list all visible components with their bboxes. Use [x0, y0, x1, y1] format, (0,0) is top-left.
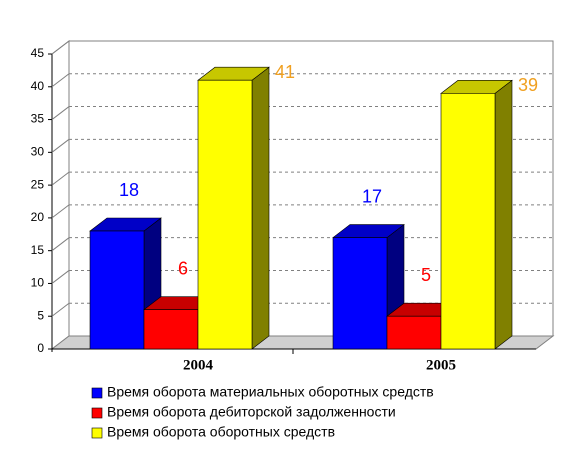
y-tick-label: 15 [31, 243, 45, 257]
y-tick-label: 0 [37, 341, 44, 355]
y-tick-label: 10 [31, 276, 45, 290]
legend-swatch [91, 407, 103, 419]
grid-line [51, 171, 70, 186]
y-tick-label: 40 [31, 79, 45, 93]
grid-line [51, 138, 70, 153]
bar [197, 79, 253, 350]
data-label: 41 [275, 62, 295, 82]
legend-label: Время оборота дебиторской задолженности [107, 404, 396, 420]
legend-label: Время оборота материальных оборотных сре… [107, 384, 434, 400]
grid-line [51, 204, 70, 219]
y-tick-label: 30 [31, 145, 45, 159]
y-tick-label: 20 [31, 210, 45, 224]
bar [440, 93, 496, 350]
legend-label: Время оборота оборотных средств [107, 424, 335, 440]
data-label: 18 [119, 180, 139, 200]
legend-swatch [91, 427, 103, 439]
x-tick-label: 2005 [426, 357, 456, 373]
bar-side [251, 66, 270, 350]
y-tick-label: 35 [31, 112, 45, 126]
data-label: 17 [362, 186, 382, 206]
y-tick-label: 5 [37, 308, 44, 322]
bar [89, 230, 145, 350]
data-label: 6 [178, 258, 188, 278]
data-label: 39 [518, 75, 538, 95]
x-tick-label: 2004 [183, 357, 214, 373]
grid-line [51, 40, 70, 55]
data-label: 5 [421, 265, 431, 285]
bar [332, 237, 388, 350]
grid-line [51, 106, 70, 120]
bar [143, 309, 199, 350]
grid-line [51, 270, 70, 284]
side-wall [51, 39, 70, 351]
grid-line [51, 73, 70, 88]
grid-line [51, 237, 70, 252]
grid-line [51, 302, 70, 317]
legend-swatch [91, 387, 103, 399]
y-tick-label: 25 [31, 177, 45, 191]
bar-side [494, 79, 513, 350]
y-tick-label: 45 [31, 46, 45, 60]
bar [386, 315, 442, 350]
